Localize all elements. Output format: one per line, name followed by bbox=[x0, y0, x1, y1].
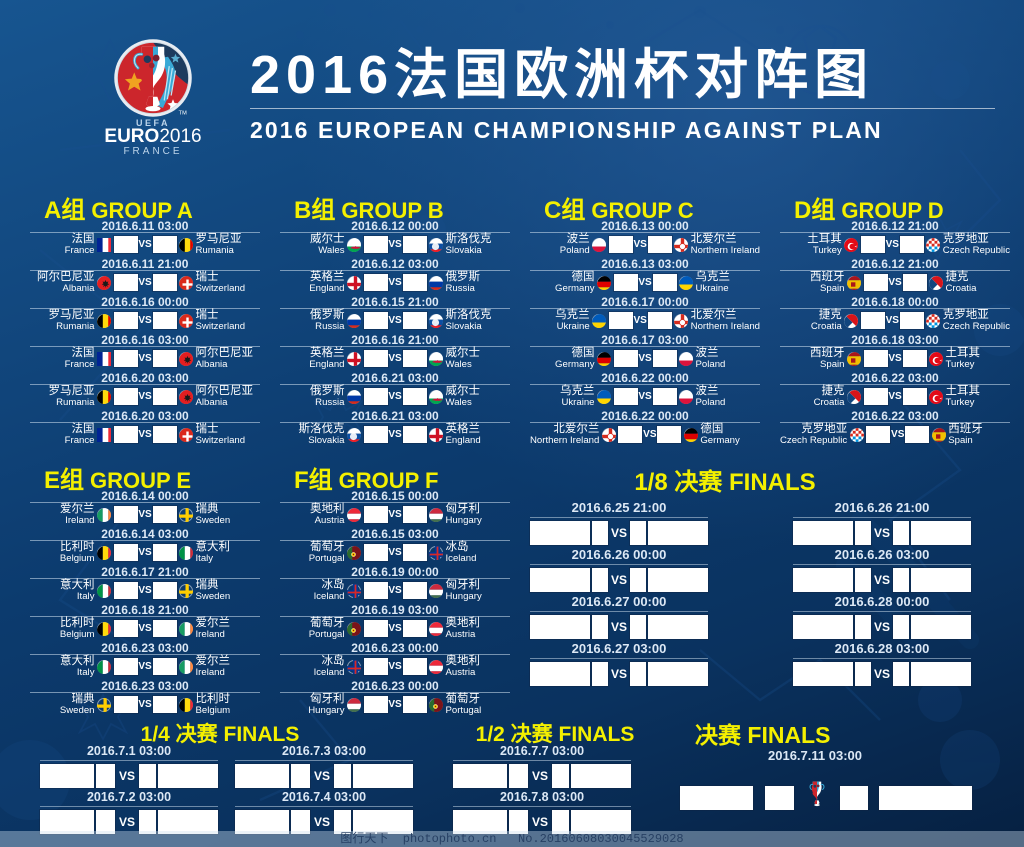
svg-text:TM: TM bbox=[179, 110, 187, 116]
